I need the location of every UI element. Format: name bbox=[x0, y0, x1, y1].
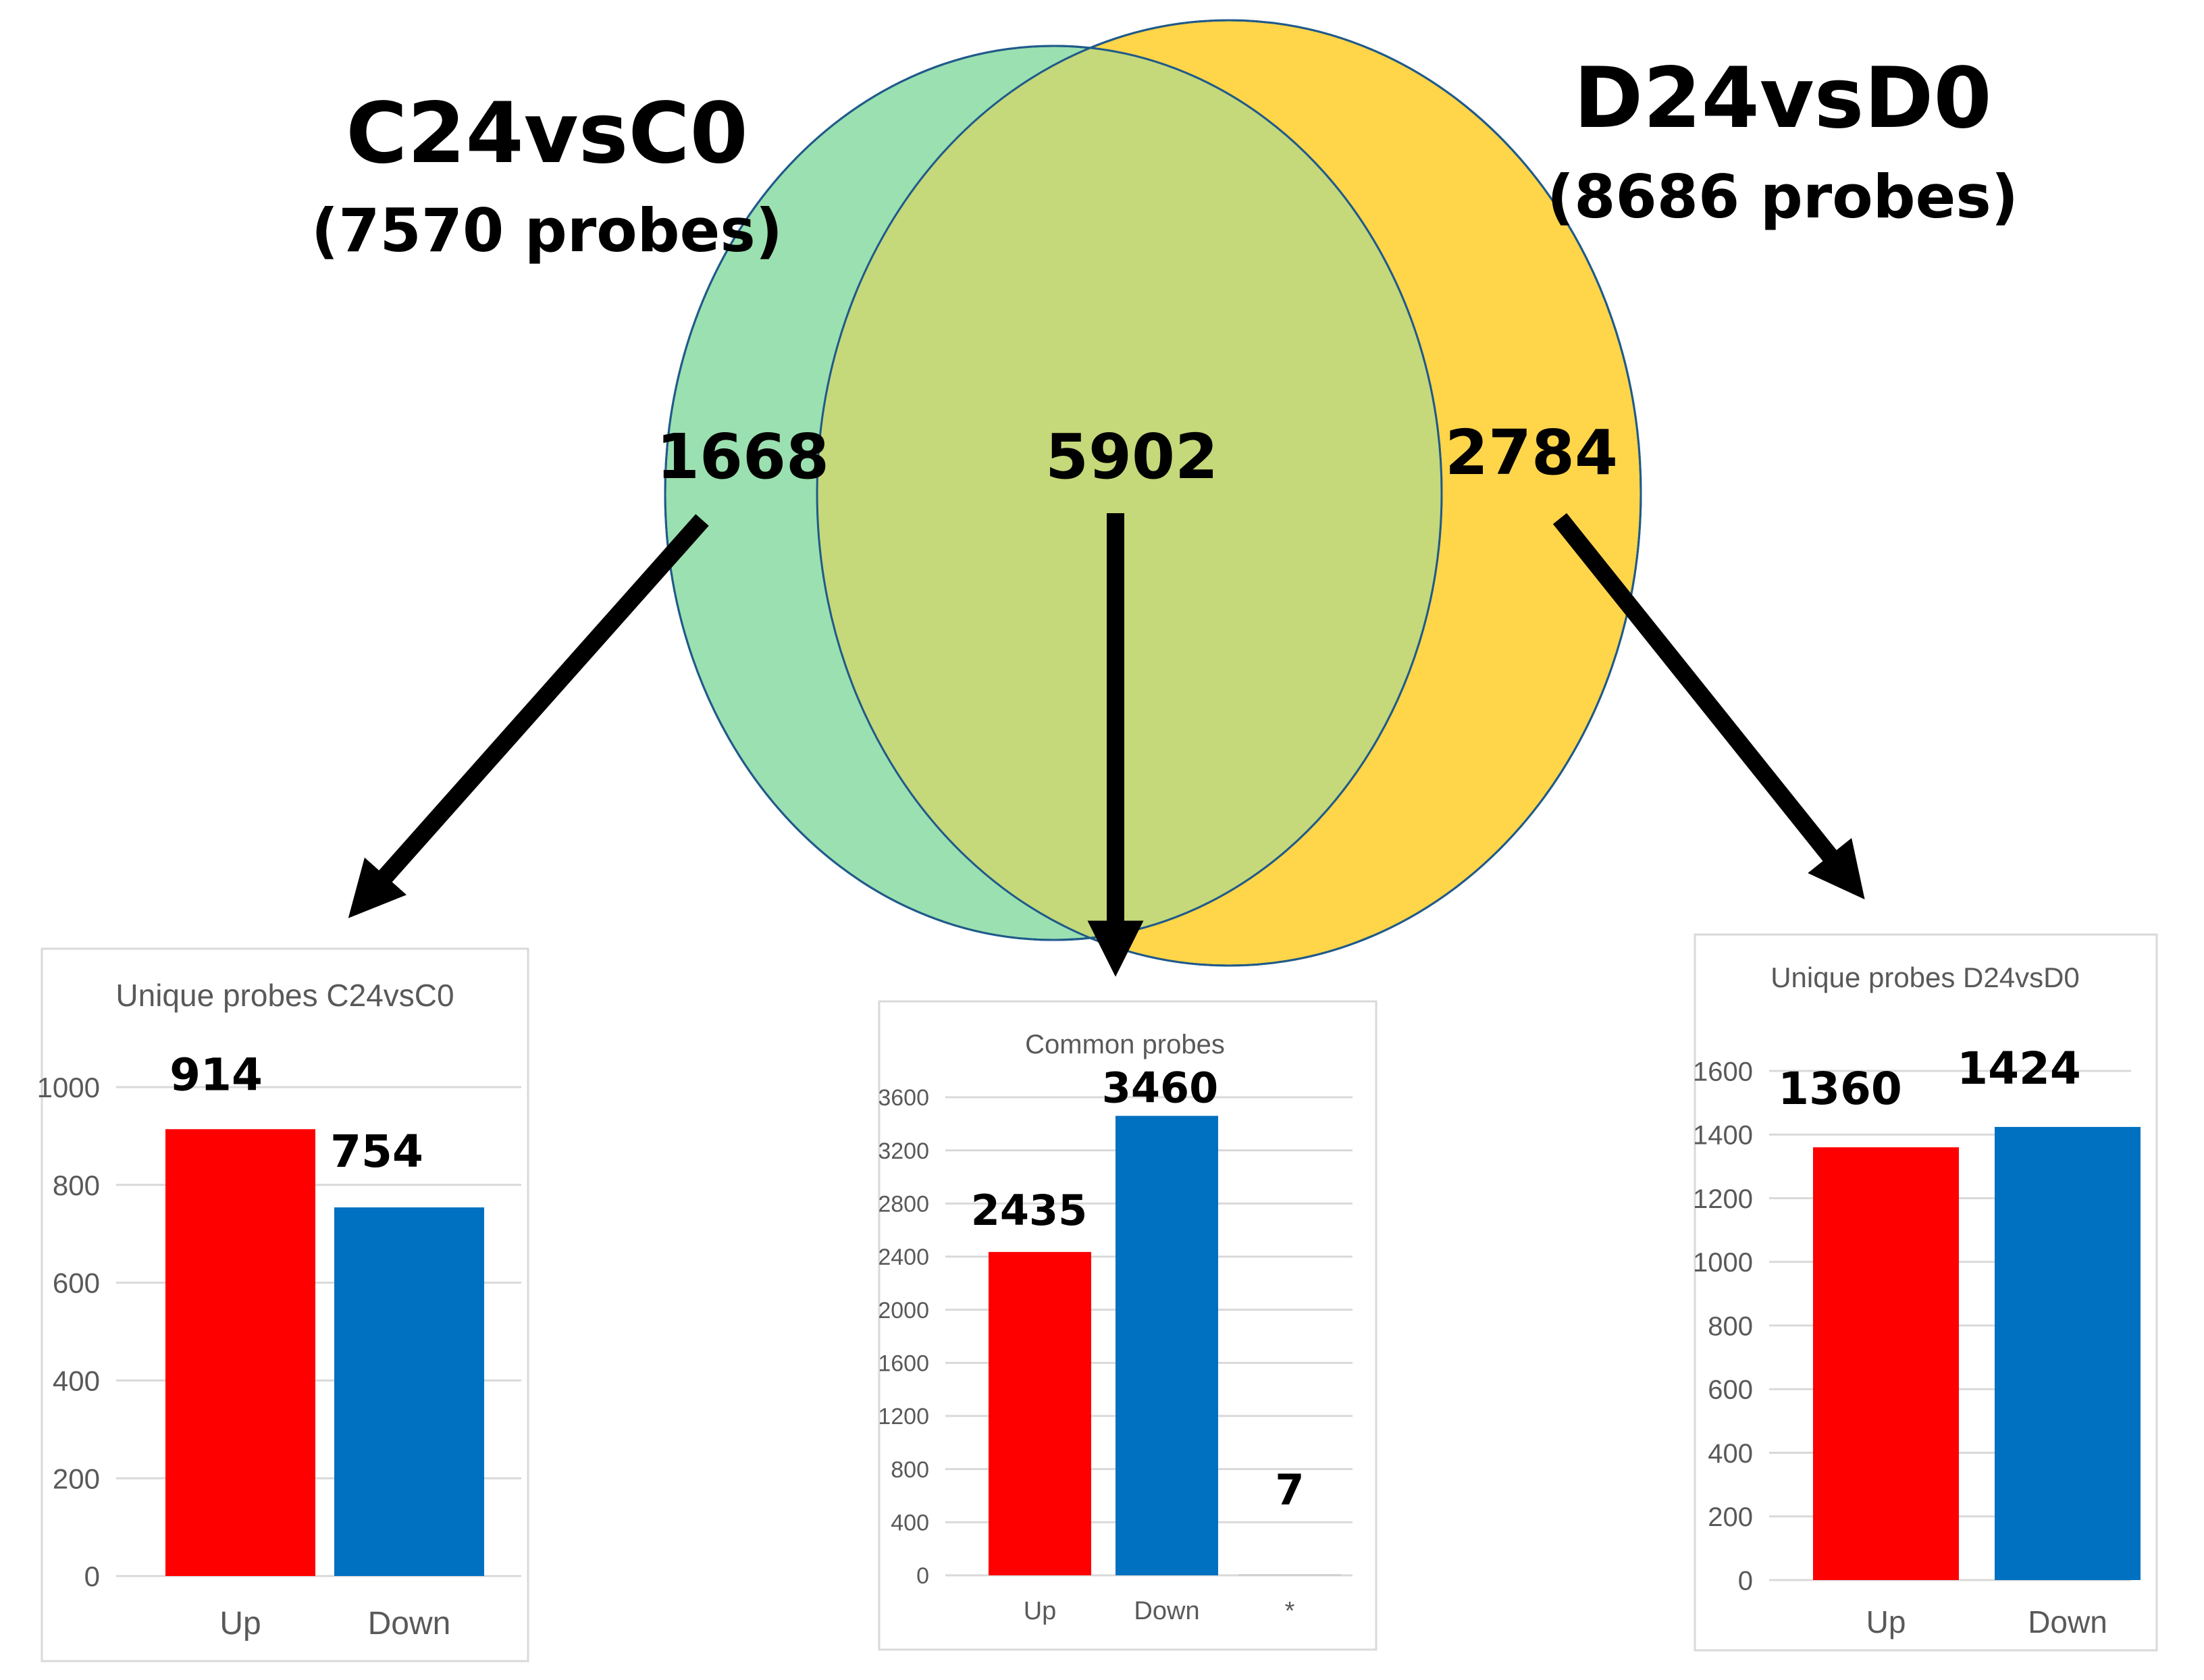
chart-title: Common probes bbox=[1025, 1030, 1225, 1059]
left-circle-outline bbox=[664, 45, 1443, 941]
x-category-label: Up bbox=[1866, 1604, 1906, 1639]
y-tick-label: 1400 bbox=[1693, 1121, 1753, 1151]
x-category-label: Down bbox=[2028, 1604, 2107, 1639]
data-label: 1424 bbox=[1957, 1043, 2081, 1095]
y-tick-label: 400 bbox=[1708, 1439, 1753, 1469]
x-category-label: Down bbox=[1134, 1597, 1199, 1625]
chart-title: Unique probes D24vsD0 bbox=[1770, 962, 2080, 993]
data-label: 3460 bbox=[1102, 1064, 1219, 1113]
x-category-label: Up bbox=[1024, 1597, 1057, 1625]
bar-down bbox=[334, 1207, 484, 1576]
y-tick-label: 200 bbox=[53, 1463, 100, 1494]
bar-up bbox=[989, 1252, 1091, 1575]
y-tick-label: 1200 bbox=[1693, 1184, 1753, 1214]
y-tick-label: 400 bbox=[891, 1511, 929, 1536]
data-label: 754 bbox=[330, 1126, 423, 1178]
x-category-label: Up bbox=[219, 1606, 261, 1642]
chart-common-probes: Common probes 0 400 800 1200 1600 2000 2400 2800… bbox=[878, 1000, 1378, 1651]
right-circle-outline bbox=[816, 19, 1642, 967]
right-set-title: D24vsD0 bbox=[1573, 50, 1991, 147]
y-tick-label: 800 bbox=[1708, 1311, 1753, 1341]
y-tick-label: 2800 bbox=[878, 1192, 929, 1217]
y-tick-label: 1600 bbox=[878, 1351, 929, 1377]
y-tick-label: 800 bbox=[891, 1457, 929, 1483]
overlap-count: 5902 bbox=[1045, 421, 1218, 493]
y-tick-label: 2400 bbox=[878, 1244, 929, 1270]
data-label: 1360 bbox=[1778, 1063, 1902, 1115]
chart-unique-c24vsc0: Unique probes C24vsC0 0 200 400 600 800 1000 Up… bbox=[37, 947, 529, 1662]
y-tick-label: 800 bbox=[53, 1170, 100, 1201]
left-only-count: 1668 bbox=[656, 421, 829, 493]
y-tick-label: 2000 bbox=[878, 1298, 929, 1323]
y-tick-label: 1000 bbox=[1693, 1248, 1753, 1278]
y-tick-label: 1600 bbox=[1693, 1057, 1753, 1086]
data-label: 2435 bbox=[971, 1186, 1088, 1235]
data-label: 7 bbox=[1275, 1465, 1304, 1515]
y-tick-label: 3600 bbox=[878, 1085, 929, 1111]
y-tick-label: 400 bbox=[53, 1365, 100, 1397]
left-set-title: C24vsC0 bbox=[346, 85, 747, 182]
bar-down bbox=[1116, 1115, 1218, 1575]
arrow-to-right-chart bbox=[1552, 513, 1865, 899]
chart-unique-d24vsd0: Unique probes D24vsD0 0 200 400 600 800 1000 12… bbox=[1693, 933, 2158, 1652]
left-set-count: (7570 probes) bbox=[311, 196, 783, 265]
y-tick-label: 600 bbox=[1708, 1375, 1753, 1405]
bar-down bbox=[1995, 1126, 2141, 1580]
y-tick-label: 600 bbox=[53, 1267, 100, 1299]
y-tick-label: 1000 bbox=[37, 1072, 100, 1103]
right-only-count: 2784 bbox=[1445, 417, 1618, 489]
bar-up bbox=[165, 1129, 315, 1576]
arrow-to-left-chart bbox=[348, 514, 709, 918]
x-category-label: Down bbox=[368, 1606, 451, 1642]
y-tick-label: 1200 bbox=[878, 1404, 929, 1429]
x-category-label: * bbox=[1285, 1597, 1295, 1625]
bar-up bbox=[1813, 1147, 1959, 1580]
y-tick-label: 3200 bbox=[878, 1138, 929, 1164]
right-set-count: (8686 probes) bbox=[1547, 162, 2018, 232]
y-tick-label: 200 bbox=[1708, 1502, 1753, 1532]
y-tick-label: 0 bbox=[916, 1563, 929, 1589]
data-label: 914 bbox=[169, 1049, 263, 1101]
chart-title: Unique probes C24vsC0 bbox=[115, 978, 454, 1013]
y-tick-label: 0 bbox=[84, 1560, 100, 1592]
y-tick-label: 0 bbox=[1738, 1566, 1753, 1596]
